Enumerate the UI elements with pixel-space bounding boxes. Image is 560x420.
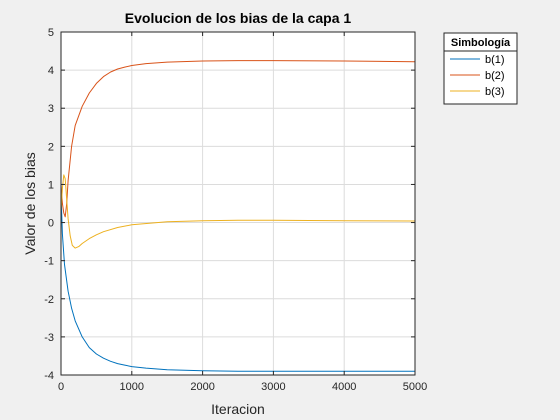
legend-label-3: b(3) bbox=[485, 86, 505, 98]
y-tick-label: 4 bbox=[48, 65, 54, 77]
series-line-3 bbox=[60, 174, 416, 249]
legend-title: Simbología bbox=[451, 37, 511, 49]
legend-label-1: b(1) bbox=[485, 54, 505, 66]
y-tick-label: 2 bbox=[48, 141, 54, 153]
series-line-1 bbox=[60, 192, 415, 372]
x-tick-label: 4000 bbox=[332, 381, 356, 393]
x-tick-label: 3000 bbox=[261, 381, 285, 393]
y-tick-label: 0 bbox=[48, 218, 54, 230]
legend: Simbología b(1) b(2) b(3) bbox=[443, 32, 518, 105]
tick-group: 0 1000 2000 3000 4000 5000 -4 -3 -2 -1 0 1 2 3 4 5 bbox=[44, 27, 427, 393]
y-tick-label: 3 bbox=[48, 103, 54, 115]
legend-box bbox=[443, 32, 518, 105]
series-line-2 bbox=[60, 60, 416, 218]
y-tick-label: -1 bbox=[44, 256, 54, 268]
y-tick-label: 1 bbox=[48, 179, 54, 191]
x-axis-label: Iteracion bbox=[211, 401, 265, 417]
x-tick-label: 1000 bbox=[120, 381, 144, 393]
y-tick-label: -4 bbox=[44, 370, 54, 382]
series-group bbox=[60, 60, 416, 372]
axes-box bbox=[60, 31, 416, 376]
legend-label-2: b(2) bbox=[485, 70, 505, 82]
y-tick-label: 5 bbox=[48, 27, 54, 39]
x-tick-label: 0 bbox=[58, 381, 64, 393]
axes-frame bbox=[60, 31, 416, 376]
plot-area bbox=[61, 32, 415, 375]
y-tick-label: -3 bbox=[44, 332, 54, 344]
y-tick-label: -2 bbox=[44, 294, 54, 306]
x-tick-label: 5000 bbox=[403, 381, 427, 393]
y-axis-label: Valor de los bias bbox=[22, 152, 38, 254]
chart-title: Evolucion de los bias de la capa 1 bbox=[125, 10, 352, 26]
x-tick-label: 2000 bbox=[190, 381, 214, 393]
plot-background bbox=[61, 32, 415, 375]
